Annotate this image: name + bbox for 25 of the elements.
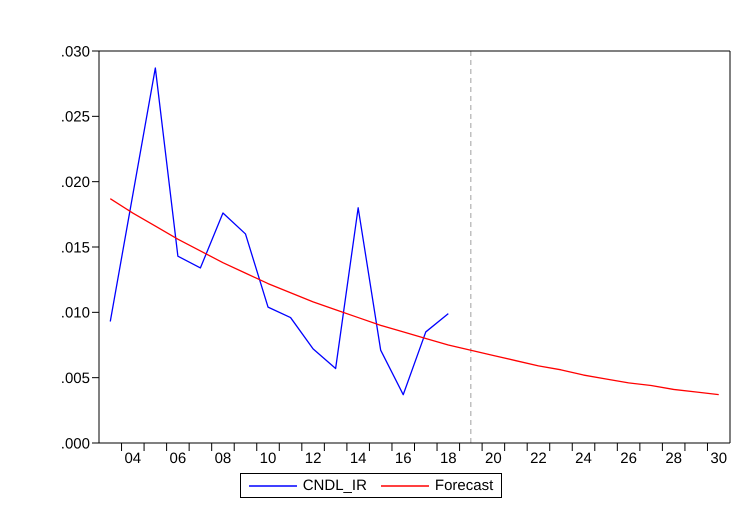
x-tick-label: 16 — [394, 450, 412, 467]
line-series — [110, 198, 720, 396]
x-tick-label: 12 — [304, 450, 322, 467]
y-tick-label: .015 — [60, 239, 90, 256]
legend-label: CNDL_IR — [302, 477, 367, 494]
y-tick-label: .005 — [60, 370, 90, 387]
x-tick-label: 08 — [214, 450, 232, 467]
x-tick-label: 28 — [665, 450, 682, 467]
y-tick-label: .000 — [60, 435, 90, 452]
x-tick-label: 18 — [440, 450, 457, 467]
x-tick-label: 26 — [620, 450, 637, 467]
x-tick-label: 24 — [575, 450, 592, 467]
x-tick-label: 06 — [170, 450, 186, 467]
y-tick-label: .010 — [60, 304, 90, 322]
y-tick-label: .025 — [60, 108, 90, 126]
x-tick-label: 22 — [530, 450, 547, 467]
x-tick-label: 30 — [710, 450, 728, 467]
x-tick-label: 04 — [124, 450, 142, 467]
y-tick-label: .020 — [60, 174, 90, 191]
legend-label: Forecast — [434, 477, 494, 494]
y-tick-label: .030 — [60, 43, 90, 60]
x-tick-label: 14 — [350, 450, 367, 467]
x-tick-label: 10 — [260, 450, 276, 467]
line-series — [110, 67, 449, 396]
x-tick-label: 20 — [485, 450, 502, 467]
